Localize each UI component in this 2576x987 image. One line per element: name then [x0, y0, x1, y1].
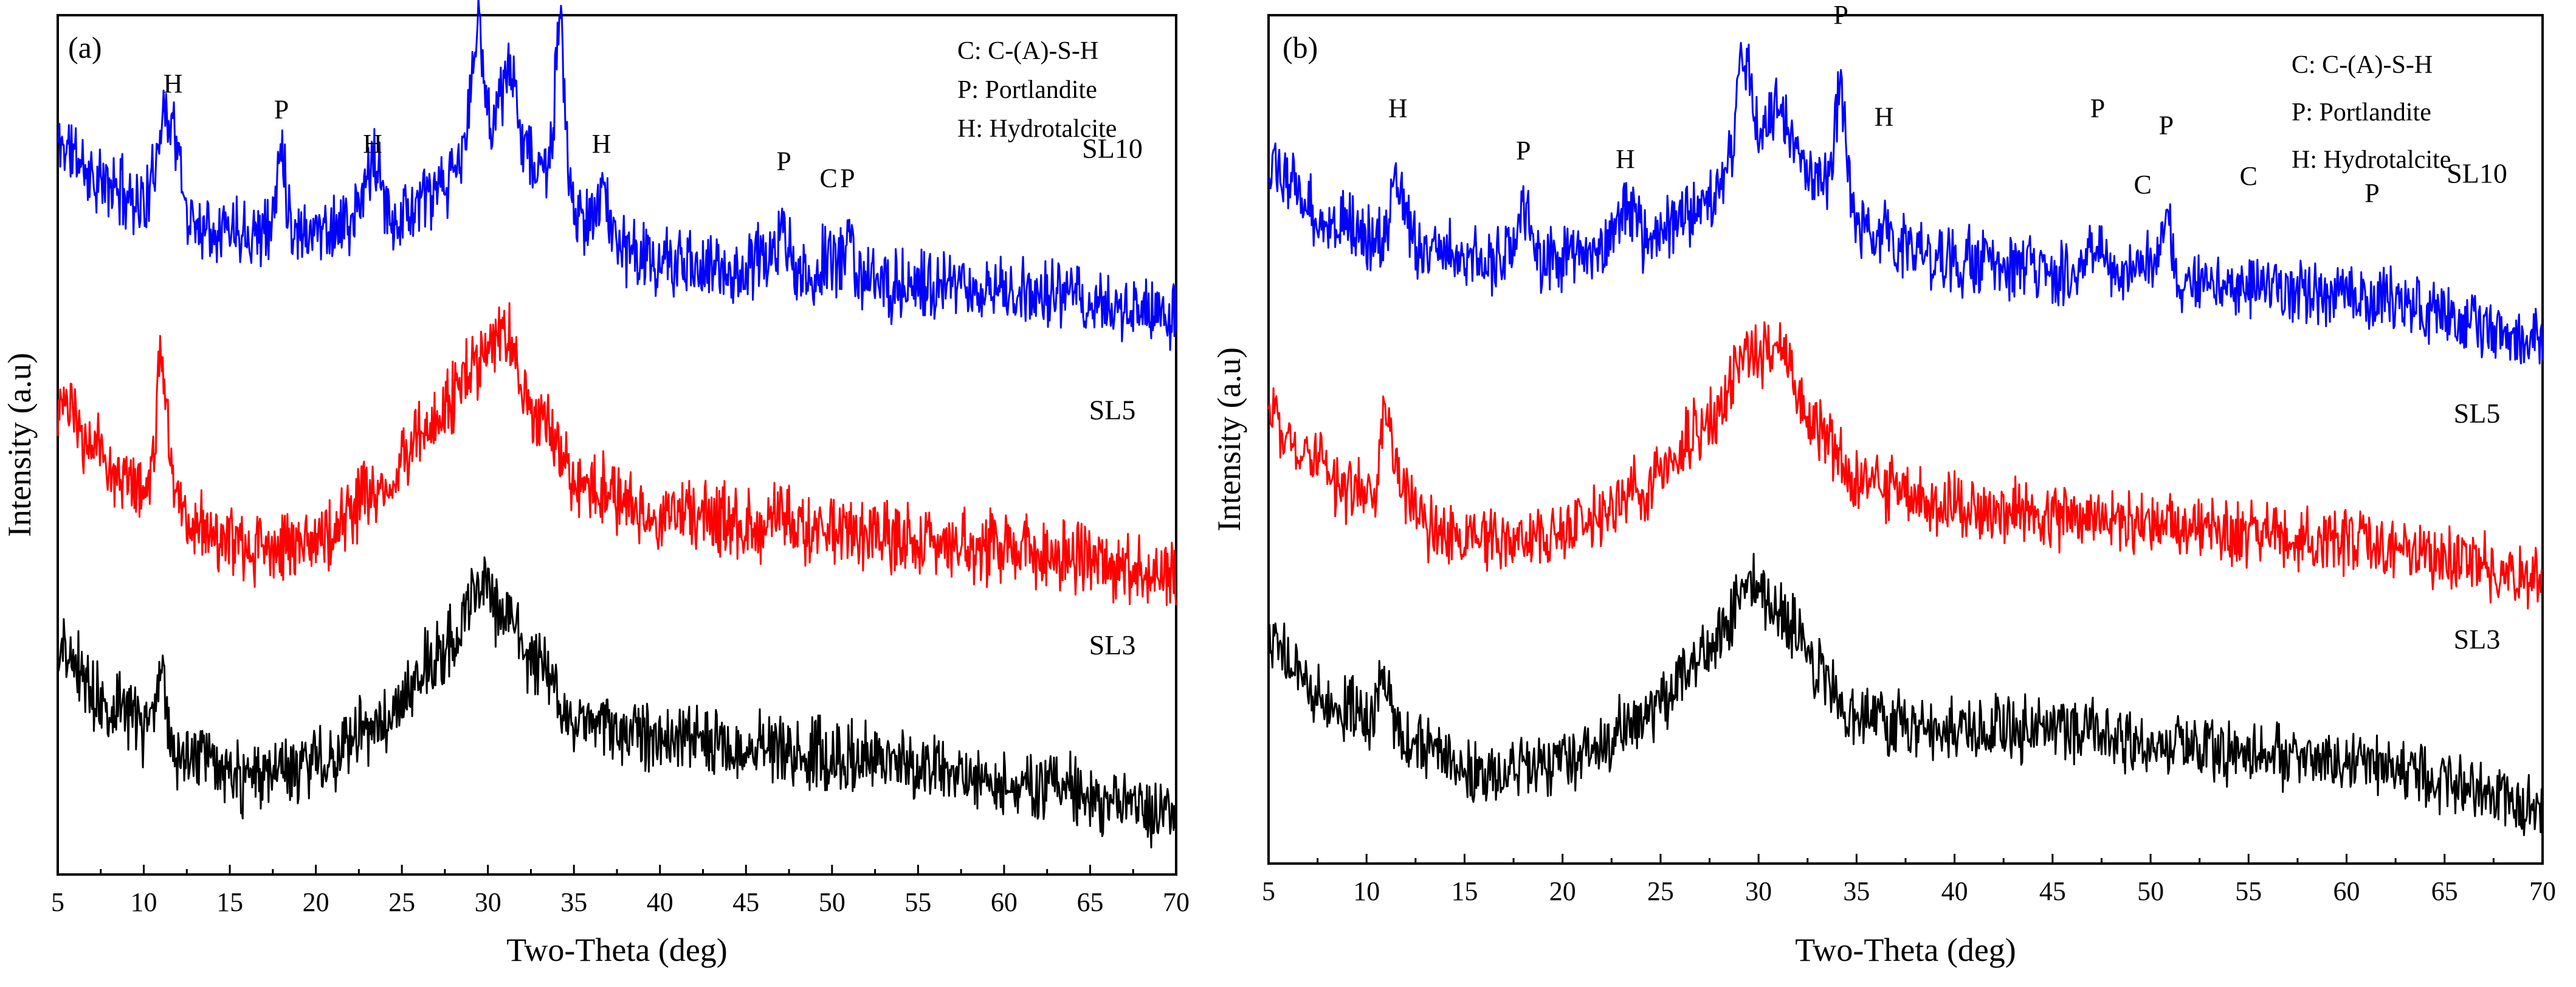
x-tick-label: 55 — [904, 887, 931, 917]
x-tick-label: 30 — [475, 887, 501, 917]
series-label-sl5: SL5 — [1089, 395, 1136, 426]
x-tick-label: 10 — [131, 887, 157, 917]
x-tick-label: 5 — [1262, 876, 1275, 906]
peak-label: P — [776, 146, 791, 176]
x-tick-label: 15 — [216, 887, 243, 917]
peak-label: P — [840, 164, 855, 193]
peak-label: P — [1833, 0, 1848, 30]
x-tick-label: 55 — [2235, 876, 2262, 906]
peak-label: H — [363, 129, 382, 159]
peak-label: C — [820, 164, 838, 193]
peak-label: H — [164, 69, 183, 99]
x-tick-label: 45 — [2039, 876, 2066, 906]
panel-label: (a) — [68, 30, 102, 64]
legend-entry: H: Hydrotalcite — [2292, 146, 2451, 174]
x-tick-label: 70 — [1163, 887, 1190, 917]
panel-a: 5 10 15 20 25 30 35 40 45 50 55 60 65 70 Two-Theta (de… — [1, 0, 1190, 968]
x-tick-label: 70 — [2529, 876, 2556, 906]
peak-label: P — [1516, 136, 1531, 165]
panel-b: 5 10 15 20 25 30 35 40 45 50 55 60 65 70 Two-Theta (de… — [1211, 0, 2556, 968]
x-axis-title: Two-Theta (deg) — [1795, 932, 2016, 968]
series-sl10-trace — [57, 0, 1177, 351]
peak-label: P — [2090, 93, 2105, 123]
x-tick-label: 25 — [388, 887, 415, 917]
x-tick-label: 40 — [1941, 876, 1968, 906]
plot-frame — [1267, 14, 2544, 865]
peak-label: C — [2240, 161, 2257, 191]
peak-label: H — [1388, 93, 1408, 123]
peak-label: C — [2133, 170, 2151, 199]
x-tick-label: 20 — [303, 887, 329, 917]
y-axis-title: Intensity (a.u) — [1211, 347, 1247, 532]
x-tick-label: 35 — [1843, 876, 1870, 906]
series-sl10-trace — [1267, 42, 2544, 365]
peak-label: H — [1875, 102, 1894, 131]
series-label-sl3: SL3 — [1089, 629, 1136, 660]
series-sl5-trace — [1267, 321, 2543, 610]
x-tick-label: 15 — [1451, 876, 1478, 906]
x-tick-label: 20 — [1549, 876, 1576, 906]
series-sl3-trace — [57, 556, 1177, 849]
legend-entry: P: Portlandite — [2292, 99, 2431, 126]
peak-label: P — [274, 95, 289, 125]
peak-label: H — [1616, 144, 1635, 174]
x-tick-label: 10 — [1353, 876, 1380, 906]
legend-entry: C: C-(A)-S-H — [2292, 51, 2433, 79]
x-tick-label: 25 — [1647, 876, 1674, 906]
x-tick-label: 45 — [732, 887, 759, 917]
plot-frame — [57, 14, 1177, 876]
peak-label: H — [592, 129, 611, 159]
y-axis-title: Intensity (a.u) — [1, 353, 38, 537]
x-tick-label: 65 — [1076, 887, 1103, 917]
peak-label: P — [2364, 178, 2379, 208]
x-tick-label: 60 — [991, 887, 1018, 917]
series-label-sl10: SL10 — [2447, 158, 2507, 189]
x-tick-label: 30 — [1745, 876, 1772, 906]
x-tick-label: 65 — [2431, 876, 2458, 906]
x-tick-label: 40 — [647, 887, 673, 917]
legend-entry: H: Hydrotalcite — [957, 115, 1117, 143]
x-tick-label: 5 — [51, 887, 64, 917]
series-label-sl5: SL5 — [2454, 398, 2501, 429]
peak-label: P — [2159, 110, 2174, 140]
x-axis-title: Two-Theta (deg) — [506, 932, 728, 968]
series-label-sl3: SL3 — [2454, 624, 2501, 655]
x-tick-label: 50 — [2137, 876, 2164, 906]
x-tick-label: 50 — [819, 887, 845, 917]
series-sl5-trace — [57, 302, 1177, 606]
x-tick-label: 60 — [2333, 876, 2360, 906]
legend-entry: P: Portlandite — [957, 76, 1097, 104]
panel-label: (b) — [1283, 30, 1318, 64]
x-tick-label: 35 — [560, 887, 587, 917]
series-label-sl10: SL10 — [1082, 133, 1143, 164]
legend-entry: C: C-(A)-S-H — [957, 37, 1098, 65]
series-sl3-trace — [1267, 553, 2544, 836]
